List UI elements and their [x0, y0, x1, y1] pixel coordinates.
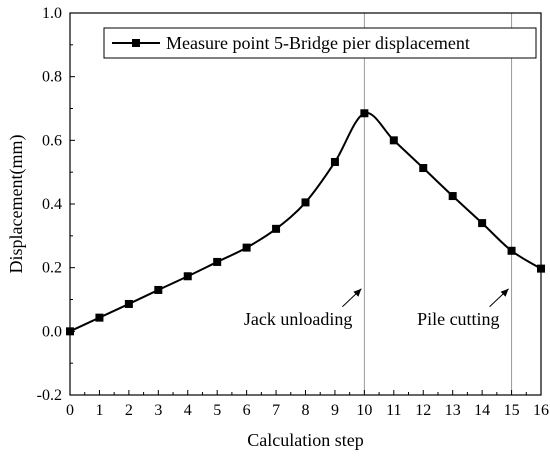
- series: [66, 109, 545, 336]
- annotations: Jack unloading Pile cutting: [244, 288, 509, 329]
- x-tick-label: 0: [66, 402, 74, 419]
- x-tick-label: 2: [125, 402, 133, 419]
- x-tick-label: 12: [415, 402, 431, 419]
- annotation-arrowhead-0: [353, 288, 362, 297]
- x-tick-label: 7: [272, 402, 280, 419]
- legend-marker: [132, 39, 140, 47]
- data-point: [272, 224, 281, 233]
- data-point: [213, 257, 222, 266]
- data-point: [66, 327, 74, 336]
- y-tick-label: -0.2: [37, 387, 62, 404]
- data-point: [478, 219, 487, 228]
- data-point: [507, 246, 516, 255]
- y-tick-label: 0.8: [42, 69, 62, 86]
- data-point: [183, 272, 192, 281]
- data-point: [360, 109, 369, 118]
- annotation-label-1: Pile cutting: [417, 309, 500, 329]
- data-point: [154, 285, 163, 294]
- x-tick-label: 3: [154, 402, 162, 419]
- x-tick-label: 8: [302, 402, 310, 419]
- x-tick-label: 5: [213, 402, 221, 419]
- tick-labels: 0 1 2 3 4 5 6 7 8 9 10 11 12 13 14 15 16-0.20.00.20.40.6…: [37, 5, 549, 419]
- data-point: [301, 198, 310, 207]
- x-tick-label: 10: [356, 402, 372, 419]
- reference-lines: [363, 13, 513, 395]
- y-tick-label: 0.4: [42, 196, 62, 213]
- legend-label: Measure point 5-Bridge pier displacement: [166, 33, 470, 53]
- x-axis-label: Calculation step: [247, 430, 363, 450]
- legend: Measure point 5-Bridge pier displacement: [103, 27, 537, 59]
- data-point: [242, 243, 251, 252]
- series-line: [69, 112, 542, 333]
- x-tick-label: 15: [504, 402, 520, 419]
- y-axis-label: Displacement(mm): [6, 135, 27, 274]
- x-tick-label: 16: [533, 402, 549, 419]
- y-tick-label: 1.0: [42, 5, 62, 22]
- data-point: [95, 313, 104, 322]
- y-tick-label: 0.0: [42, 323, 62, 340]
- data-point: [330, 157, 339, 166]
- x-tick-label: 1: [95, 402, 103, 419]
- x-tick-label: 9: [331, 402, 339, 419]
- annotation-label-0: Jack unloading: [244, 309, 352, 329]
- legend-box: [103, 27, 537, 59]
- data-point: [389, 136, 398, 145]
- x-tick-label: 14: [474, 402, 490, 419]
- y-tick-label: 0.2: [42, 260, 62, 277]
- data-point: [124, 299, 133, 308]
- data-point: [419, 164, 428, 173]
- annotation-arrowhead-1: [500, 288, 509, 297]
- y-tick-label: 0.6: [42, 132, 62, 149]
- x-tick-label: 6: [243, 402, 251, 419]
- x-tick-label: 13: [445, 402, 461, 419]
- x-tick-label: 4: [184, 402, 192, 419]
- data-point: [448, 192, 457, 201]
- data-point: [537, 264, 545, 273]
- x-tick-label: 11: [386, 402, 401, 419]
